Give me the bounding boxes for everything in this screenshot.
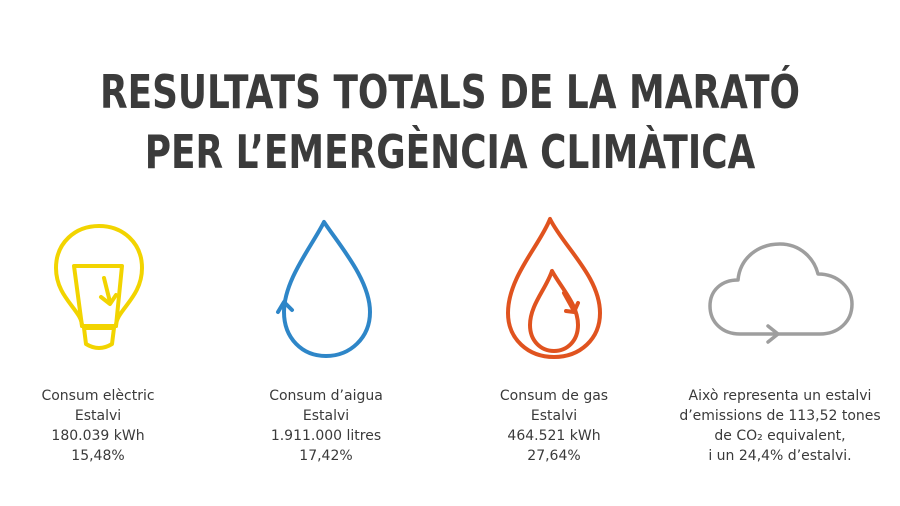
flame-icon xyxy=(506,217,602,359)
water-drop-icon xyxy=(276,220,372,358)
water-label: Consum d’aigua xyxy=(269,388,383,404)
electric-saving-label: Estalvi xyxy=(74,408,122,424)
gas-label: Consum de gas xyxy=(499,388,609,404)
emissions-line-4: i un 24,4% d’estalvi. xyxy=(708,448,852,464)
gas-saving-percent: 27,64% xyxy=(527,448,581,464)
emissions-caption: Això representa un estalvi d’emissions d… xyxy=(668,386,892,466)
water-saving-label: Estalvi xyxy=(302,408,350,424)
emissions-line-3: de CO₂ equivalent, xyxy=(714,428,846,444)
water-caption: Consum d’aigua Estalvi 1.911.000 litres … xyxy=(236,386,416,466)
gas-caption: Consum de gas Estalvi 464.521 kWh 27,64% xyxy=(464,386,644,466)
electric-saving-percent: 15,48% xyxy=(71,448,125,464)
lightbulb-icon xyxy=(54,224,144,350)
water-saving-percent: 17,42% xyxy=(299,448,353,464)
title-line-1: RESULTATS TOTALS DE LA MARATÓ xyxy=(99,65,801,119)
cloud-icon xyxy=(708,242,854,344)
title-line-2: PER L’EMERGÈNCIA CLIMÀTICA xyxy=(144,125,756,179)
water-saving-value: 1.911.000 litres xyxy=(270,428,382,444)
gas-saving-value: 464.521 kWh xyxy=(507,428,601,444)
emissions-line-1: Això representa un estalvi xyxy=(688,388,872,404)
electric-label: Consum elèctric xyxy=(41,388,155,404)
electric-caption: Consum elèctric Estalvi 180.039 kWh 15,4… xyxy=(8,386,188,466)
electric-saving-value: 180.039 kWh xyxy=(51,428,145,444)
page-title: RESULTATS TOTALS DE LA MARATÓ PER L’EMER… xyxy=(99,62,801,182)
gas-saving-label: Estalvi xyxy=(530,408,578,424)
emissions-line-2: d’emissions de 113,52 tones xyxy=(679,408,881,424)
